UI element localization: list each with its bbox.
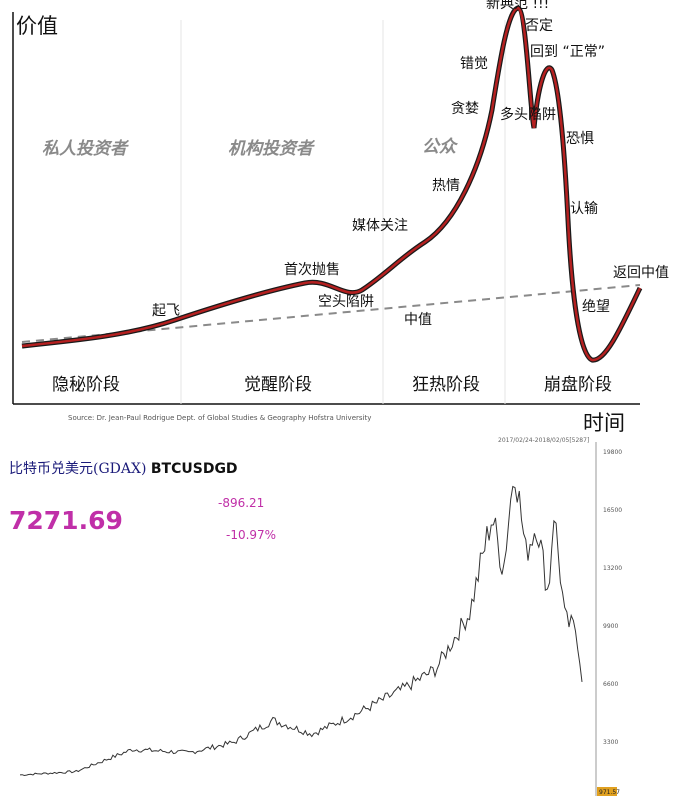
y-tick-label: 13200: [603, 565, 622, 572]
price-marker-label: 971.57: [599, 789, 620, 796]
y-tick-label: 16500: [603, 507, 622, 514]
annotation-first-selloff: 首次抛售: [284, 262, 340, 278]
annotation-despair: 绝望: [582, 299, 610, 315]
group-label-public: 公众: [422, 137, 459, 157]
price-marker-box: [597, 787, 617, 796]
date-range-label: 2017/02/24-2018/02/05[5287]: [498, 437, 589, 444]
phase-label: 狂热阶段: [412, 375, 480, 395]
phase-label: 觉醒阶段: [244, 375, 312, 395]
y-tick-label: 6600: [603, 681, 618, 688]
x-axis-title: 时间: [583, 411, 625, 432]
chart-title: 比特币兑美元(GDAX) BTCUSDGD: [9, 458, 238, 478]
btc-price-line: [19, 485, 583, 777]
phase-label: 隐秘阶段: [52, 375, 120, 395]
phase-label: 崩盘阶段: [544, 375, 612, 395]
y-tick-label: 3300: [603, 739, 618, 746]
last-price: 7271.69: [9, 506, 123, 535]
annotation-enthusiasm: 热情: [432, 178, 460, 194]
price-change: -896.21: [218, 496, 265, 510]
annotation-denial: 否定: [525, 18, 553, 34]
annotation-takeoff: 起飞: [152, 303, 180, 319]
group-label-private: 私人投资者: [42, 139, 130, 159]
chart-title-cn: 比特币兑美元(GDAX): [9, 461, 147, 477]
bubble-stages-svg: 价值 时间 私人投资者 机构投资者 公众 隐秘阶段 觉醒阶段 狂热阶段 崩盘阶段…: [12, 0, 669, 432]
y-tick-label: 19800: [603, 449, 622, 456]
annotation-return-to-mean: 返回中值: [613, 265, 669, 281]
annotation-bear-trap: 空头陷阱: [318, 294, 374, 310]
annotation-bull-trap: 多头陷阱: [500, 106, 556, 123]
source-credit: Source: Dr. Jean-Paul Rodrigue Dept. of …: [68, 414, 371, 422]
annotation-capitulation: 认输: [570, 201, 598, 217]
bubble-stages-chart: 价值 时间 私人投资者 机构投资者 公众 隐秘阶段 觉醒阶段 狂热阶段 崩盘阶段…: [12, 0, 669, 432]
annotation-delusion: 错觉: [460, 56, 488, 72]
annotation-greed: 贪婪: [451, 101, 479, 117]
btc-price-chart: 比特币兑美元(GDAX) BTCUSDGD 7271.69 -896.21 -1…: [0, 432, 676, 800]
annotation-fear: 恐惧: [566, 131, 594, 147]
annotation-media-attention: 媒体关注: [352, 218, 408, 234]
y-tick-label: 9900: [603, 623, 618, 630]
group-label-institutional: 机构投资者: [228, 139, 316, 159]
annotation-return-to-normal: 回到 “正常”: [530, 44, 605, 60]
price-change-percent: -10.97%: [226, 528, 277, 542]
annotation-mean: 中值: [404, 312, 432, 328]
btc-price-svg: 2017/02/24-2018/02/05[5287] 19800 16500 …: [19, 437, 622, 796]
y-axis-title: 价值: [16, 14, 58, 38]
annotation-new-paradigm: 新典范 !!!: [486, 0, 549, 12]
bubble-curve-highlight: [21, 6, 642, 362]
ticker-symbol: BTCUSDGD: [150, 461, 238, 477]
